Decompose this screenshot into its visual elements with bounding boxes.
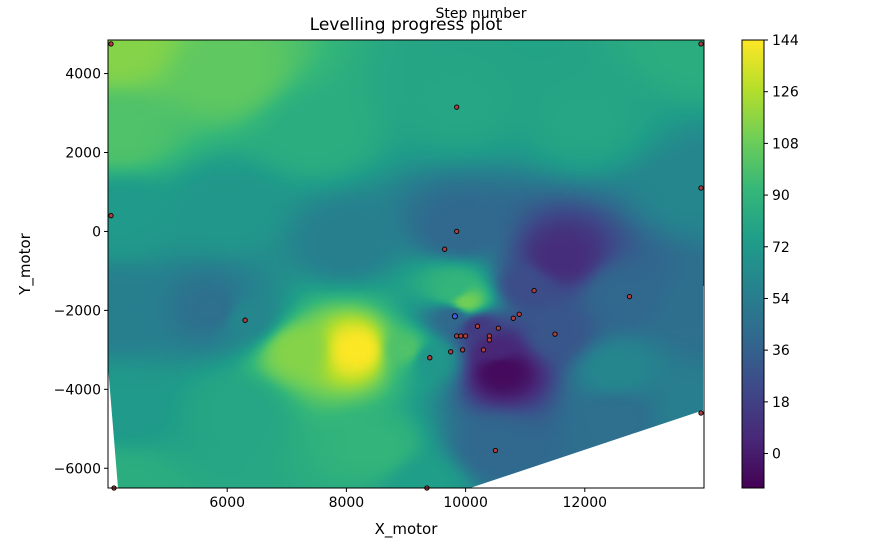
colorbar-tick-label: 90 — [772, 188, 790, 204]
measurement-point — [459, 347, 466, 353]
colorbar-tick-label: 36 — [772, 343, 790, 359]
y-tick-label: 4000 — [65, 67, 101, 83]
y-tick-label: 0 — [92, 224, 101, 240]
measurement-point — [454, 228, 460, 235]
measurement-point — [552, 331, 558, 337]
y-axis-label: Y_motor — [16, 232, 35, 296]
measurement-point — [454, 104, 460, 110]
plot-frame — [107, 39, 705, 489]
heatmap-area — [107, 39, 705, 491]
x-tick-label: 6000 — [209, 495, 245, 511]
x-tick-label: 8000 — [329, 495, 365, 511]
colorbar-tick-label: 18 — [772, 395, 790, 411]
colorbar-tick-label: 54 — [772, 291, 790, 307]
colorbar-tick-label: 144 — [772, 33, 799, 49]
y-tick-label: 2000 — [65, 145, 101, 161]
measurement-point — [516, 311, 522, 317]
measurement-point — [242, 317, 248, 323]
measurement-point — [698, 185, 704, 191]
measurement-point — [531, 287, 537, 294]
y-axis: −6000 −4000 −2000 0 2000 4000 — [54, 67, 108, 477]
measurement-point — [448, 349, 454, 355]
colorbar-tick-label: 0 — [772, 447, 781, 463]
colorbar-ticks: 0 18 36 54 72 90 108 126 144 — [764, 33, 799, 463]
top-axis-label: Step number — [436, 6, 527, 22]
colorbar-tick-label: 108 — [772, 136, 799, 152]
measurement-point — [108, 212, 114, 219]
chart-title: Levelling progress plot — [310, 15, 503, 35]
x-axis: 6000 8000 10000 12000 — [209, 488, 607, 511]
y-tick-label: −4000 — [54, 382, 101, 398]
measurement-point — [510, 315, 516, 321]
measurement-point — [427, 355, 433, 361]
measurement-point — [108, 41, 114, 47]
measurement-point — [698, 41, 704, 47]
x-tick-label: 10000 — [443, 495, 488, 511]
colorbar-fill — [742, 40, 764, 488]
heatmap-surface — [108, 40, 704, 488]
measurement-point — [480, 347, 487, 353]
measurement-point — [486, 337, 493, 343]
y-tick-label: −6000 — [54, 461, 101, 477]
x-axis-label: X_motor — [375, 520, 439, 539]
measurement-point — [442, 246, 448, 252]
y-tick-label: −2000 — [54, 303, 101, 319]
colorbar-frame — [741, 39, 765, 489]
x-tick-label: 12000 — [563, 495, 608, 511]
measurement-point — [495, 325, 502, 331]
uncovered-region-bottom-right — [470, 410, 704, 488]
measurement-point — [626, 293, 633, 300]
colorbar: 0 18 36 54 72 90 108 126 144 — [741, 33, 799, 489]
measurement-point — [474, 323, 481, 329]
colorbar-tick-label: 126 — [772, 85, 799, 101]
measurement-point — [462, 333, 469, 339]
measurement-point — [698, 410, 704, 416]
measurement-point — [458, 333, 464, 339]
current-point — [451, 313, 458, 320]
uncovered-region — [108, 366, 118, 488]
measurement-point — [492, 447, 499, 454]
colorbar-tick-label: 72 — [772, 240, 790, 256]
